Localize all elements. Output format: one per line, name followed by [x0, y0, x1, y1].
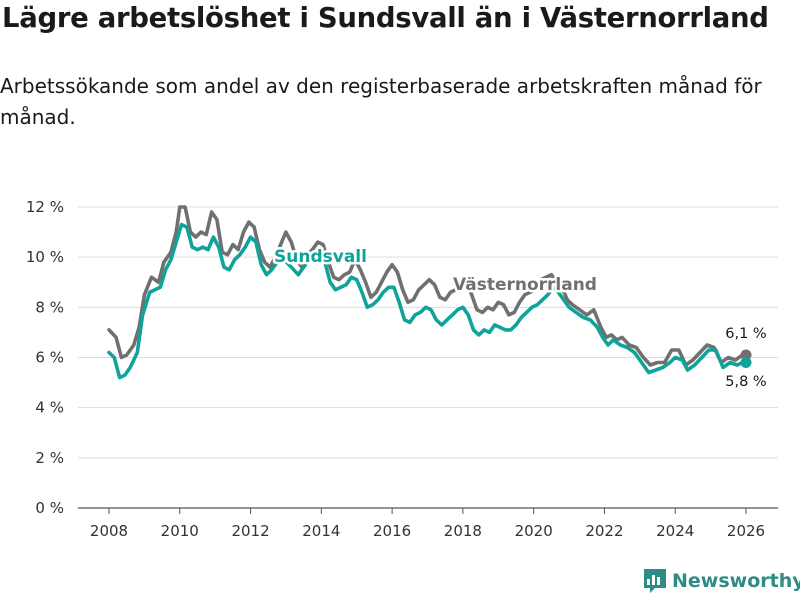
- end-value-sundsvall: 5,8 %5,8 %: [723, 372, 769, 393]
- x-tick-label: 2018: [444, 522, 482, 540]
- series-label-sundsvall-text: Sundsvall: [274, 247, 367, 267]
- x-tick-label: 2022: [585, 522, 623, 540]
- x-tick-label: 2012: [231, 522, 269, 540]
- x-tick-label: 2020: [515, 522, 553, 540]
- brand-name: Newsworthy: [672, 570, 800, 592]
- end-value-vasternorrland-halo: 6,1 %: [725, 326, 766, 342]
- page-subtitle: Arbetssökande som andel av den registerb…: [0, 74, 762, 129]
- series-label-vasternorrland-text: Västernorrland: [453, 275, 597, 295]
- brand-logo: Newsworthy: [644, 569, 800, 593]
- x-tick-label: 2008: [90, 522, 128, 540]
- end-value-sundsvall-text: 5,8 %: [725, 374, 766, 390]
- y-tick-label: 8 %: [35, 298, 64, 316]
- series-lines: [107, 205, 752, 380]
- endpoint-marker-sundsvall: [740, 357, 752, 369]
- end-value-sundsvall-halo: 5,8 %: [725, 374, 766, 390]
- bar-chart-logo-icon: [644, 569, 666, 593]
- x-tick-label: 2016: [373, 522, 411, 540]
- series-label-sundsvall-halo: Sundsvall: [274, 247, 367, 267]
- x-axis-ticks: 2008 2010 2012 2014 2016 2018 2020 2022 2024 2026: [90, 508, 765, 540]
- x-tick-label: 2024: [656, 522, 694, 540]
- page-title: Lägre arbetslöshet i Sundsvall än i Väst…: [2, 2, 769, 34]
- y-tick-label: 12 %: [26, 198, 64, 216]
- end-value-vasternorrland: 6,1 %6,1 %: [723, 324, 769, 345]
- y-tick-label: 6 %: [35, 349, 64, 367]
- x-tick-label: 2010: [161, 522, 199, 540]
- y-tick-label: 10 %: [26, 248, 64, 266]
- y-axis-ticks: 0 % 2 % 4 % 6 % 8 % 10 % 12 %: [26, 198, 64, 517]
- series-line-sundsvall: [107, 222, 748, 380]
- x-tick-label: 2014: [302, 522, 340, 540]
- endpoint-marker-västernorrland: [740, 349, 752, 361]
- y-tick-label: 4 %: [35, 399, 64, 417]
- series-label-vasternorrland-halo: Västernorrland: [453, 275, 597, 295]
- series-line-västernorrland: [107, 205, 748, 367]
- y-tick-label: 2 %: [35, 449, 64, 467]
- end-value-vasternorrland-text: 6,1 %: [725, 326, 766, 342]
- x-tick-label: 2026: [727, 522, 765, 540]
- y-tick-label: 0 %: [35, 499, 64, 517]
